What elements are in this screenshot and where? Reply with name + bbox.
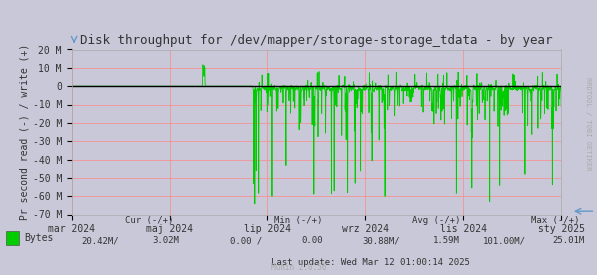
Text: RRDTOOL / TOBI OETIKER: RRDTOOL / TOBI OETIKER [585, 77, 591, 170]
Text: Min (-/+): Min (-/+) [274, 216, 323, 225]
Text: Cur (-/+): Cur (-/+) [125, 216, 174, 225]
Text: Last update: Wed Mar 12 01:00:14 2025: Last update: Wed Mar 12 01:00:14 2025 [270, 258, 470, 267]
Text: 1.59M: 1.59M [433, 236, 460, 245]
Text: Avg (-/+): Avg (-/+) [411, 216, 460, 225]
Bar [6, 231, 19, 245]
Text: 20.42M/: 20.42M/ [82, 236, 119, 245]
Text: 0.00: 0.00 [301, 236, 322, 245]
Y-axis label: Pr second read (-) / write (+): Pr second read (-) / write (+) [20, 44, 30, 220]
Text: Munin 2.0.56: Munin 2.0.56 [271, 263, 326, 272]
Text: 0.00 /: 0.00 / [230, 236, 263, 245]
Text: 101.00M/: 101.00M/ [482, 236, 525, 245]
Text: 25.01M: 25.01M [553, 236, 585, 245]
Text: Max (-/+): Max (-/+) [531, 216, 580, 225]
Text: 3.02M: 3.02M [152, 236, 179, 245]
Text: 30.88M/: 30.88M/ [362, 236, 400, 245]
Title: Disk throughput for /dev/mapper/storage-storage_tdata - by year: Disk throughput for /dev/mapper/storage-… [80, 34, 553, 47]
Text: Bytes: Bytes [24, 233, 53, 243]
